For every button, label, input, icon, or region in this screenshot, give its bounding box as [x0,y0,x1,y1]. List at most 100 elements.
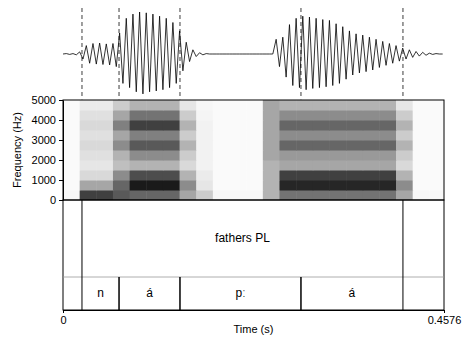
spectrogram-cell [379,120,396,131]
spectrogram-cell [230,140,247,151]
spectrogram-cell [396,120,413,131]
spectrogram-cell [346,170,363,181]
y-axis-title: Frequency (Hz) [11,112,23,188]
spectrogram-cell [296,170,313,181]
y-tick-mark [59,200,63,201]
spectrogram-cell [113,160,130,171]
y-tick: 3000 [32,134,63,146]
spectrogram-cell [80,130,97,141]
spectrogram-cell [296,100,313,111]
spectrogram-cell [346,160,363,171]
spectrogram-cell [296,130,313,141]
tier-label: n [97,286,104,300]
spectrogram-cell [329,160,346,171]
tier-boundary [179,277,180,310]
spectrogram-cell [263,180,280,191]
spectrogram-cell [396,190,413,200]
spectrogram-cell [180,110,197,121]
spectrogram-cell [213,160,230,171]
spectrogram-cell [196,150,213,161]
boundary-dash [119,8,120,100]
spectrogram-cell [163,130,180,141]
spectrogram-cell [113,100,130,111]
x-tick: 0.4576 [428,310,462,326]
spectrogram-cell [313,170,330,181]
spectrogram-cell [296,150,313,161]
spectrogram-cell [146,160,163,171]
spectrogram-cell [329,180,346,191]
spectrogram-cell [96,180,113,191]
spectrogram-cell [396,140,413,151]
spectrogram-cell [230,170,247,181]
spectrogram-cell [379,140,396,151]
spectrogram-cell [63,130,80,141]
spectrogram-cell [379,150,396,161]
spectrogram-cell [130,130,147,141]
spectrogram-cell [413,190,430,200]
spectrogram-cell [196,160,213,171]
boundary-dash [81,8,82,100]
spectrogram-cell [279,110,296,121]
spectrogram-cell [329,120,346,131]
spectrogram-cell [113,140,130,151]
spectrogram-cell [396,110,413,121]
spectrogram-cell [279,130,296,141]
spectrogram-cell [429,130,444,141]
spectrogram-cell [63,170,80,181]
spectrogram-cell [113,170,130,181]
spectrogram-cell [329,110,346,121]
spectrogram-cell [146,150,163,161]
spectrogram-cell [329,150,346,161]
waveform [63,12,443,94]
spectrogram-cell [96,150,113,161]
spectrogram-frame [63,100,444,200]
tier-boundary [179,277,180,310]
y-tick: 2000 [32,154,63,166]
spectrogram-cell [363,110,380,121]
spectrogram-cell [63,100,80,111]
spectrogram-cell [379,190,396,200]
spectrogram-cell [196,110,213,121]
spectrogram-cell [113,190,130,200]
spectrogram-cell [413,110,430,121]
spectrogram-cell [313,100,330,111]
spectrogram-cell [213,130,230,141]
spectrogram-cell [63,110,80,121]
spectrogram-cell [130,140,147,151]
spectrogram-cell [413,120,430,131]
textgrid-frame [63,200,444,310]
spectrogram-cell [296,110,313,121]
spectrogram-cell [429,190,444,200]
spectrogram-cell [163,110,180,121]
tier-separator [63,277,444,278]
x-tick-mark [63,310,64,313]
spectrogram-cell [196,130,213,141]
spectrogram-cell [213,120,230,131]
tier-boundary [119,277,120,310]
tier-boundary [402,200,403,277]
spectrogram-cell [96,160,113,171]
spectrogram-cell [346,100,363,111]
y-tick-mark [59,140,63,141]
spectrogram-cell [180,100,197,111]
spectrogram-cell [429,180,444,191]
spectrogram-cell [163,100,180,111]
spectrogram-cell [313,110,330,121]
spectrogram-cell [413,160,430,171]
spectrogram-cell [263,190,280,200]
spectrogram-cell [230,110,247,121]
tier-label: á [146,286,153,300]
spectrogram-cell [180,120,197,131]
y-tick: 5000 [32,94,63,106]
spectrogram-cell [396,100,413,111]
spectrogram-cell [146,180,163,191]
spectrogram-cell [263,160,280,171]
spectrogram-cell [263,120,280,131]
spectrogram-cell [246,160,263,171]
spectrogram-cell [346,150,363,161]
spectrogram-cell [230,180,247,191]
spectrogram-cell [163,140,180,151]
spectrogram-cell [163,150,180,161]
boundary-dash [81,8,82,100]
spectrogram-cell [130,170,147,181]
